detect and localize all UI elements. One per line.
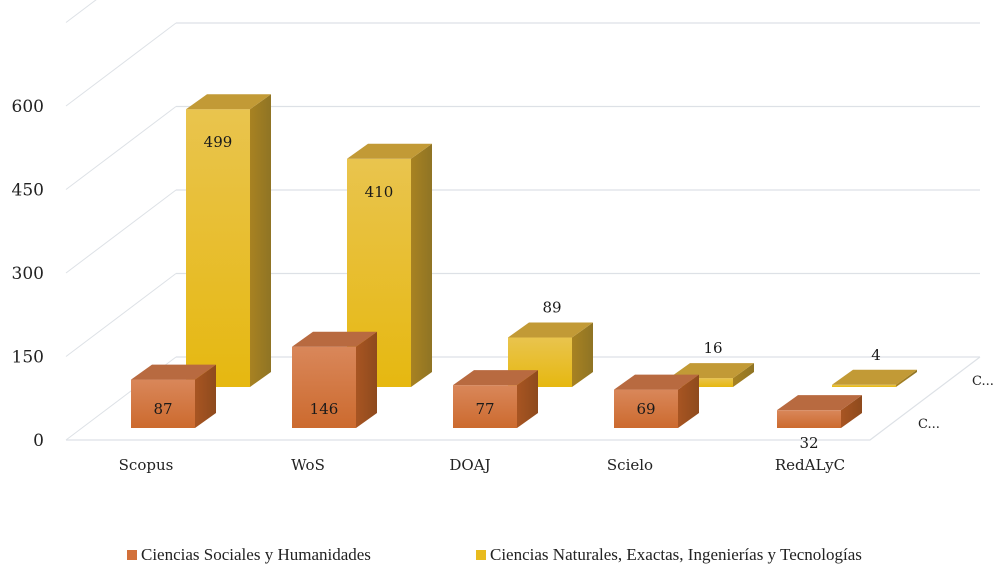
data-label: 146	[310, 400, 339, 418]
bar-side-face	[841, 395, 862, 428]
legend-item-social[interactable]: Ciencias Sociales y Humanidades	[127, 545, 371, 565]
y-tick-label: 150	[12, 348, 44, 368]
bar-top-face	[292, 331, 377, 347]
data-label: 89	[542, 298, 561, 316]
bar-side-face	[356, 331, 377, 428]
bar-side-face	[517, 370, 538, 428]
bar-side-face	[896, 369, 917, 387]
bar-top-face	[453, 370, 538, 386]
bar-natural-redalyc: 4	[832, 346, 917, 387]
bar-front-face	[453, 385, 517, 428]
gridline-diagonal	[65, 0, 97, 23]
x-tick-label: WoS	[291, 456, 325, 474]
bar-front-face	[292, 346, 356, 428]
data-label: 410	[365, 183, 394, 201]
y-tick-label: 0	[33, 431, 44, 451]
series-axis-label-social: C...	[918, 417, 940, 432]
gridline-diagonal	[65, 22, 177, 107]
chart-area: 0 150 300 450 600 499 410 89 16 4 87 146 77 69 32 Sc…	[12, 0, 994, 474]
bar-top-face	[614, 374, 699, 390]
bar-front-face	[777, 410, 841, 428]
bar-side-face	[678, 374, 699, 428]
data-label: 87	[153, 400, 172, 418]
bar-social-scielo: 69	[614, 374, 699, 428]
bar-natural-scopus: 499	[186, 94, 271, 388]
legend-label-social: Ciencias Sociales y Humanidades	[141, 545, 371, 564]
x-tick-label: DOAJ	[449, 456, 490, 474]
bar-front-face	[669, 378, 733, 387]
y-axis: 0 150 300 450 600	[12, 97, 44, 451]
bar-top-face	[669, 363, 754, 379]
data-label: 69	[636, 400, 655, 418]
y-tick-label: 450	[12, 181, 44, 201]
data-label: 77	[475, 400, 494, 418]
bar-top-face	[347, 143, 432, 159]
bar-side-face	[411, 143, 432, 387]
series-back-bars: 499 410 89 16 4	[186, 94, 917, 388]
bar-front-face	[614, 389, 678, 428]
x-tick-label: RedALyC	[775, 456, 845, 474]
data-label: 32	[799, 434, 818, 452]
data-label: 16	[703, 339, 722, 357]
legend: Ciencias Sociales y Humanidades Ciencias…	[0, 545, 1006, 573]
gridline-diagonal	[65, 273, 177, 357]
bar-social-wos: 146	[292, 331, 377, 428]
series-front-bars: 87 146 77 69 32	[131, 331, 862, 452]
bar-social-scopus: 87	[131, 364, 216, 428]
bar-natural-scielo: 16	[669, 339, 754, 387]
x-axis: Scopus WoS DOAJ Scielo RedALyC	[119, 456, 845, 474]
x-tick-label: Scopus	[119, 456, 174, 474]
legend-item-natural[interactable]: Ciencias Naturales, Exactas, Ingenierías…	[476, 545, 862, 565]
series-axis-label-natural: C...	[972, 374, 994, 389]
bar-side-face	[250, 94, 271, 388]
y-tick-label: 600	[12, 97, 44, 117]
bar-front-face	[832, 384, 896, 387]
bar-social-redalyc: 32	[777, 395, 862, 452]
gridline-diagonal	[65, 106, 177, 190]
legend-label-natural: Ciencias Naturales, Exactas, Ingenierías…	[490, 545, 862, 564]
data-label: 499	[204, 133, 233, 151]
bar-social-doaj: 77	[453, 370, 538, 428]
floor-edge	[66, 356, 981, 441]
bar-top-face	[777, 395, 862, 411]
bar-front-face	[186, 109, 250, 388]
bar-front-face	[131, 379, 195, 428]
bar-top-face	[131, 364, 216, 380]
bar-top-face	[186, 94, 271, 110]
bar-top-face	[508, 322, 593, 338]
bar-side-face	[572, 322, 593, 387]
data-label: 4	[871, 346, 881, 364]
bar-side-face	[733, 363, 754, 387]
series-axis: C... C...	[918, 374, 994, 432]
bar-top-face	[832, 369, 917, 385]
gridline-diagonal	[65, 189, 177, 274]
x-tick-label: Scielo	[607, 456, 653, 474]
bar-side-face	[195, 364, 216, 428]
y-tick-label: 300	[12, 264, 44, 284]
legend-swatch-social	[127, 550, 137, 560]
legend-swatch-natural	[476, 550, 486, 560]
